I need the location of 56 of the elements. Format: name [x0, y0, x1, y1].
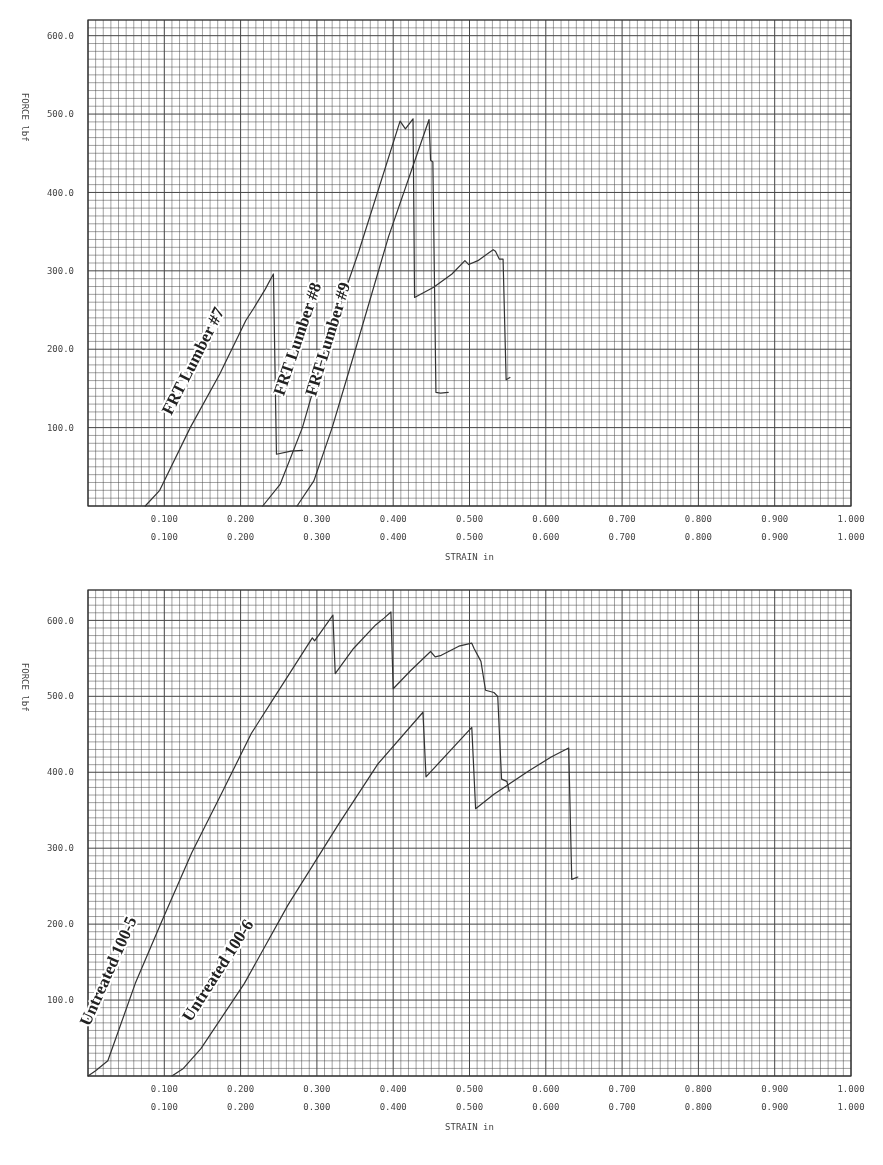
x-tick-label: 0.500 — [455, 514, 484, 524]
x2-tick-label: 0.500 — [455, 532, 484, 542]
y-tick-label: 500.0 — [46, 109, 74, 120]
x2-tick-label: 0.800 — [684, 1102, 712, 1112]
y-tick-label: 500.0 — [46, 691, 74, 702]
y-tick-label: 100.0 — [46, 422, 74, 433]
x-tick-label: 0.400 — [379, 1084, 407, 1094]
x2-tick-label: 0.600 — [532, 1102, 560, 1112]
x2-tick-label: 0.700 — [608, 532, 636, 542]
y-axis-title: FORCE lbf — [20, 92, 30, 142]
y-tick-label: 100.0 — [46, 995, 74, 1006]
x2-tick-label: 0.800 — [684, 532, 712, 542]
x-tick-label: 0.700 — [608, 514, 636, 524]
x-tick-label: 0.800 — [684, 1084, 712, 1094]
x2-tick-label: 0.300 — [303, 532, 331, 542]
x-tick-label: 1.000 — [837, 1084, 865, 1094]
x-tick-label: 0.400 — [379, 514, 407, 524]
y-tick-label: 600.0 — [46, 30, 74, 41]
y-tick-label: 200.0 — [46, 919, 74, 930]
x-axis-title: STRAIN in — [445, 552, 494, 562]
x-axis-title: STRAIN in — [445, 1122, 494, 1132]
x2-tick-label: 0.200 — [227, 532, 255, 542]
x-tick-label: 0.300 — [303, 1084, 331, 1094]
x2-tick-label: 0.500 — [455, 1102, 484, 1112]
x-tick-label: 0.300 — [303, 514, 331, 524]
y-tick-label: 400.0 — [46, 187, 74, 198]
x2-tick-label: 0.900 — [761, 532, 789, 542]
x-tick-label: 0.100 — [150, 1084, 178, 1094]
x2-tick-label: 0.600 — [532, 532, 560, 542]
x2-tick-label: 0.100 — [150, 532, 178, 542]
x-tick-label: 0.200 — [227, 514, 255, 524]
x-tick-label: 0.800 — [684, 514, 712, 524]
x2-tick-label: 1.000 — [837, 532, 865, 542]
x2-tick-label: 0.900 — [761, 1102, 789, 1112]
x2-tick-label: 0.100 — [150, 1102, 178, 1112]
y-tick-label: 200.0 — [46, 344, 74, 355]
x2-tick-label: 0.300 — [303, 1102, 331, 1112]
y-tick-label: 300.0 — [46, 843, 74, 854]
y-tick-label: 400.0 — [46, 767, 74, 778]
x2-tick-label: 0.700 — [608, 1102, 636, 1112]
x-tick-label: 0.600 — [532, 514, 560, 524]
x-tick-label: 0.600 — [532, 1084, 560, 1094]
y-axis-title: FORCE lbf — [20, 662, 30, 712]
x2-tick-label: 0.400 — [379, 532, 407, 542]
x-tick-label: 0.900 — [761, 1084, 789, 1094]
y-tick-label: 600.0 — [46, 615, 74, 626]
y-tick-label: 300.0 — [46, 265, 74, 276]
x-tick-label: 0.500 — [455, 1084, 484, 1094]
x-tick-label: 0.700 — [608, 1084, 636, 1094]
x-tick-label: 1.000 — [837, 514, 865, 524]
x-tick-label: 0.900 — [761, 514, 789, 524]
x-tick-label: 0.100 — [150, 514, 178, 524]
x2-tick-label: 1.000 — [837, 1102, 865, 1112]
x2-tick-label: 0.400 — [379, 1102, 407, 1112]
x-tick-label: 0.200 — [227, 1084, 255, 1094]
x2-tick-label: 0.200 — [227, 1102, 255, 1112]
